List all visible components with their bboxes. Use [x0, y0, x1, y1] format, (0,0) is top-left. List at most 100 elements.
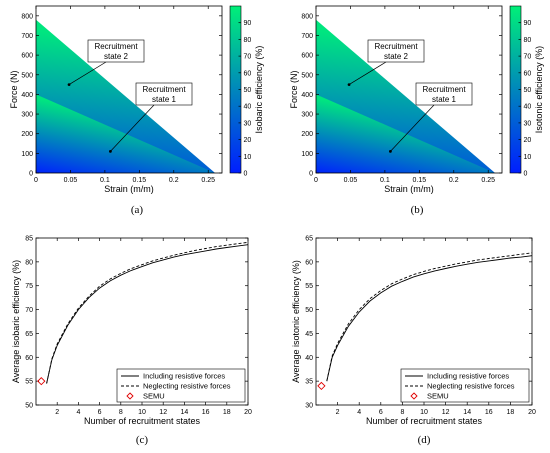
y-tick-label: 300: [301, 112, 313, 119]
x-tick-label: 16: [485, 409, 493, 416]
x-tick-label: 4: [357, 409, 361, 416]
colorbar-tick-label: 50: [244, 87, 252, 94]
annotation-text: Recruitment: [374, 42, 418, 51]
x-axis-label: Strain (m/m): [384, 184, 434, 194]
annotation-point: [109, 149, 112, 153]
annotation-point: [389, 149, 392, 153]
legend-box: [116, 368, 246, 403]
colorbar-tick-label: 20: [244, 137, 252, 144]
annotation-leader: [348, 61, 387, 85]
legend-label: SEMU: [427, 392, 449, 401]
x-tick-label: 10: [420, 409, 428, 416]
panel-label: (c): [136, 434, 149, 446]
x-tick-label: 12: [442, 409, 450, 416]
colorbar-tick-label: 90: [244, 20, 252, 27]
y-tick-label: 500: [301, 72, 313, 79]
x-tick-label: 14: [181, 409, 189, 416]
colorbar-tick-label: 70: [244, 54, 252, 61]
y-tick-label: 600: [301, 53, 313, 60]
legend-label: Neglecting resistive forces: [143, 382, 231, 391]
x-tick-label: 0.1: [100, 177, 110, 184]
colorbar-tick-label: 70: [524, 54, 532, 61]
colorbar-tick-label: 0: [244, 171, 248, 178]
y-tick-label: 100: [21, 151, 33, 158]
annotation-text: state 1: [432, 95, 457, 104]
colorbar-label: Isotonic efficiency (%): [534, 46, 544, 133]
y-tick-label: 35: [305, 379, 313, 386]
x-tick-label: 4: [76, 409, 80, 416]
y-tick-label: 85: [25, 236, 33, 243]
y-tick-label: 300: [21, 112, 33, 119]
x-tick-label: 6: [98, 409, 102, 416]
y-tick-label: 800: [301, 13, 313, 20]
annotation-text: Recruitment: [422, 85, 466, 94]
x-tick-label: 20: [244, 409, 252, 416]
x-tick-label: 18: [507, 409, 515, 416]
annotation-box: [415, 82, 473, 106]
y-tick-label: 0: [309, 171, 313, 178]
panel-d: 2 4 6 8 10 12 14 16 18 20 30 35 40 45 50 55 60 65 Number o…: [291, 236, 536, 447]
efficiency-region-1: [36, 94, 216, 173]
x-tick-label: 0: [314, 177, 318, 184]
x-tick-label: 20: [528, 409, 536, 416]
legend-label: Neglecting resistive forces: [427, 382, 515, 391]
y-tick-label: 65: [305, 236, 313, 243]
colorbar-tick-label: 40: [244, 104, 252, 111]
x-axis-label: Number of recruitment states: [366, 416, 483, 426]
x-tick-label: 0.1: [380, 177, 390, 184]
y-tick-label: 500: [21, 72, 33, 79]
panel-label: (b): [411, 204, 424, 216]
y-axis-label: Force (N): [9, 70, 19, 108]
y-axis-label: Average isobaric efficiency (%): [11, 260, 21, 383]
panel-label: (d): [418, 434, 431, 446]
annotation-text: Recruitment: [94, 42, 138, 51]
legend-label: Including resistive forces: [427, 372, 509, 381]
y-axis-label: Force (N): [289, 70, 299, 108]
y-tick-label: 700: [301, 33, 313, 40]
colorbar-tick-label: 80: [524, 37, 532, 44]
x-tick-label: 0.2: [169, 177, 179, 184]
y-tick-label: 60: [25, 355, 33, 362]
x-tick-label: 0.25: [201, 177, 215, 184]
x-tick-label: 0.15: [413, 177, 427, 184]
y-tick-label: 30: [305, 403, 313, 410]
x-tick-label: 0.15: [133, 177, 147, 184]
colorbar-tick-label: 0: [524, 171, 528, 178]
colorbar-tick-label: 10: [524, 154, 532, 161]
annotation-point: [347, 83, 351, 86]
panel-b: 0 0.05 0.1 0.15 0.2 0.25010020030040050060070…: [289, 5, 544, 216]
semu-marker: [317, 381, 326, 391]
annotation-box: [367, 39, 425, 63]
efficiency-region-1: [316, 94, 496, 173]
y-tick-label: 50: [305, 307, 313, 314]
y-tick-label: 45: [305, 331, 313, 338]
x-tick-label: 2: [55, 409, 59, 416]
x-tick-label: 14: [463, 409, 471, 416]
y-tick-label: 80: [25, 259, 33, 266]
colorbar-tick-label: 10: [244, 154, 252, 161]
colorbar-label: Isobaric efficiency (%): [254, 46, 264, 134]
series-line-1: [46, 244, 249, 384]
y-tick-label: 700: [21, 33, 33, 40]
colorbar-tick-label: 60: [524, 70, 532, 77]
y-tick-label: 55: [25, 379, 33, 386]
y-tick-label: 40: [305, 355, 313, 362]
annotation-text: state 2: [384, 52, 409, 61]
y-tick-label: 60: [305, 259, 313, 266]
y-tick-label: 200: [21, 131, 33, 138]
x-tick-label: 0.25: [481, 177, 495, 184]
y-tick-label: 55: [305, 283, 313, 290]
axes-frame: [35, 5, 223, 174]
y-tick-label: 400: [301, 92, 313, 99]
panel-a: 0 0.05 0.1 0.15 0.2 0.25010020030040050060070…: [9, 5, 264, 216]
x-tick-label: 0.05: [344, 177, 358, 184]
y-tick-label: 600: [21, 53, 33, 60]
legend-semu-swatch: [410, 392, 418, 400]
x-tick-label: 6: [379, 409, 383, 416]
annotation-leader: [390, 104, 435, 152]
axes-frame: [315, 5, 503, 174]
colorbar-tick-label: 30: [524, 120, 532, 127]
colorbar-tick-label: 40: [524, 104, 532, 111]
